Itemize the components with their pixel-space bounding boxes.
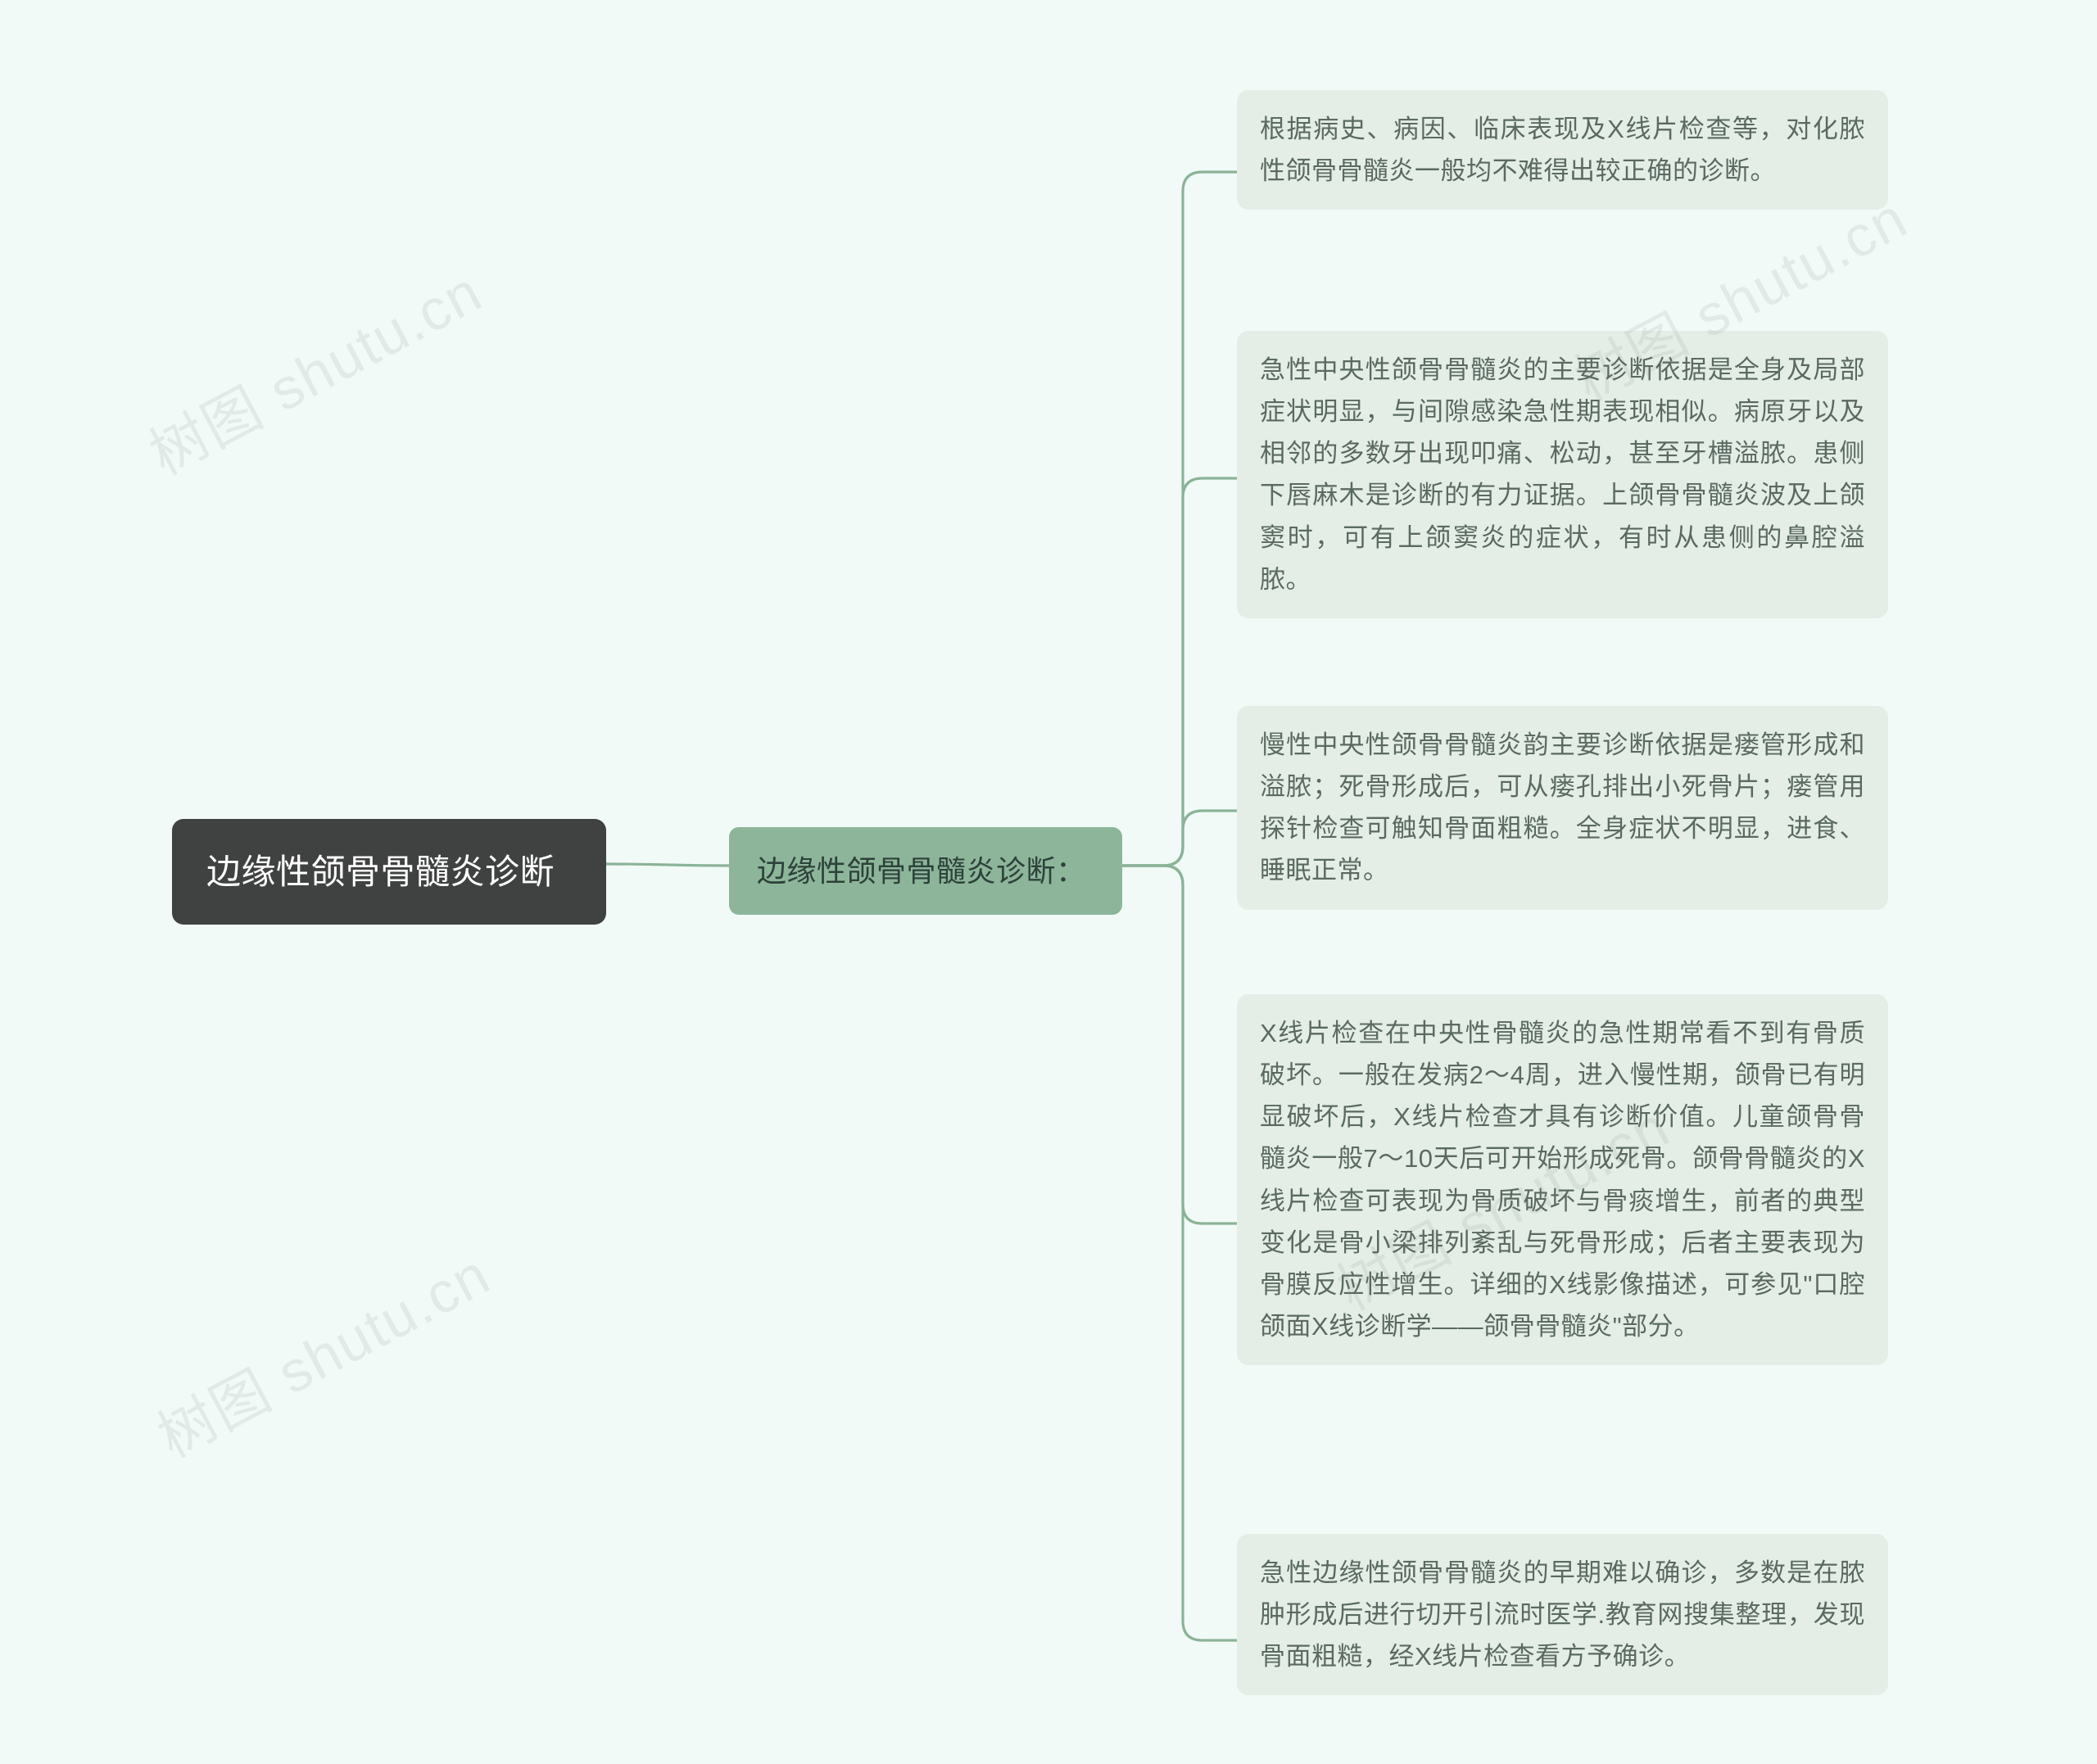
- leaf-node-text: 急性边缘性颌骨骨髓炎的早期难以确诊，多数是在脓肿形成后进行切开引流时医学.教育网…: [1260, 1558, 1865, 1671]
- leaf-node-text: 急性中央性颌骨骨髓炎的主要诊断依据是全身及局部症状明显，与间隙感染急性期表现相似…: [1260, 355, 1865, 594]
- mid-node: 边缘性颌骨骨髓炎诊断：: [729, 827, 1122, 915]
- leaf-node: 急性边缘性颌骨骨髓炎的早期难以确诊，多数是在脓肿形成后进行切开引流时医学.教育网…: [1237, 1534, 1888, 1695]
- leaf-node-text: 根据病史、病因、临床表现及X线片检查等，对化脓性颌骨骨髓炎一般均不难得出较正确的…: [1260, 115, 1865, 185]
- root-node-text: 边缘性颌骨骨髓炎诊断: [206, 853, 555, 891]
- watermark: 树图 shutu.cn: [133, 247, 494, 491]
- watermark: 树图 shutu.cn: [141, 1229, 502, 1474]
- leaf-node: X线片检查在中央性骨髓炎的急性期常看不到有骨质破坏。一般在发病2～4周，进入慢性…: [1237, 994, 1888, 1365]
- leaf-node-text: X线片检查在中央性骨髓炎的急性期常看不到有骨质破坏。一般在发病2～4周，进入慢性…: [1260, 1019, 1865, 1341]
- root-node: 边缘性颌骨骨髓炎诊断: [172, 819, 606, 925]
- leaf-node: 慢性中央性颌骨骨髓炎韵主要诊断依据是瘘管形成和溢脓；死骨形成后，可从瘘孔排出小死…: [1237, 706, 1888, 910]
- leaf-node-text: 慢性中央性颌骨骨髓炎韵主要诊断依据是瘘管形成和溢脓；死骨形成后，可从瘘孔排出小死…: [1260, 730, 1865, 884]
- leaf-node: 急性中央性颌骨骨髓炎的主要诊断依据是全身及局部症状明显，与间隙感染急性期表现相似…: [1237, 331, 1888, 618]
- leaf-node: 根据病史、病因、临床表现及X线片检查等，对化脓性颌骨骨髓炎一般均不难得出较正确的…: [1237, 90, 1888, 210]
- mindmap-canvas: 边缘性颌骨骨髓炎诊断 边缘性颌骨骨髓炎诊断： 根据病史、病因、临床表现及X线片检…: [0, 0, 2097, 1764]
- mid-node-text: 边缘性颌骨骨髓炎诊断：: [757, 854, 1086, 888]
